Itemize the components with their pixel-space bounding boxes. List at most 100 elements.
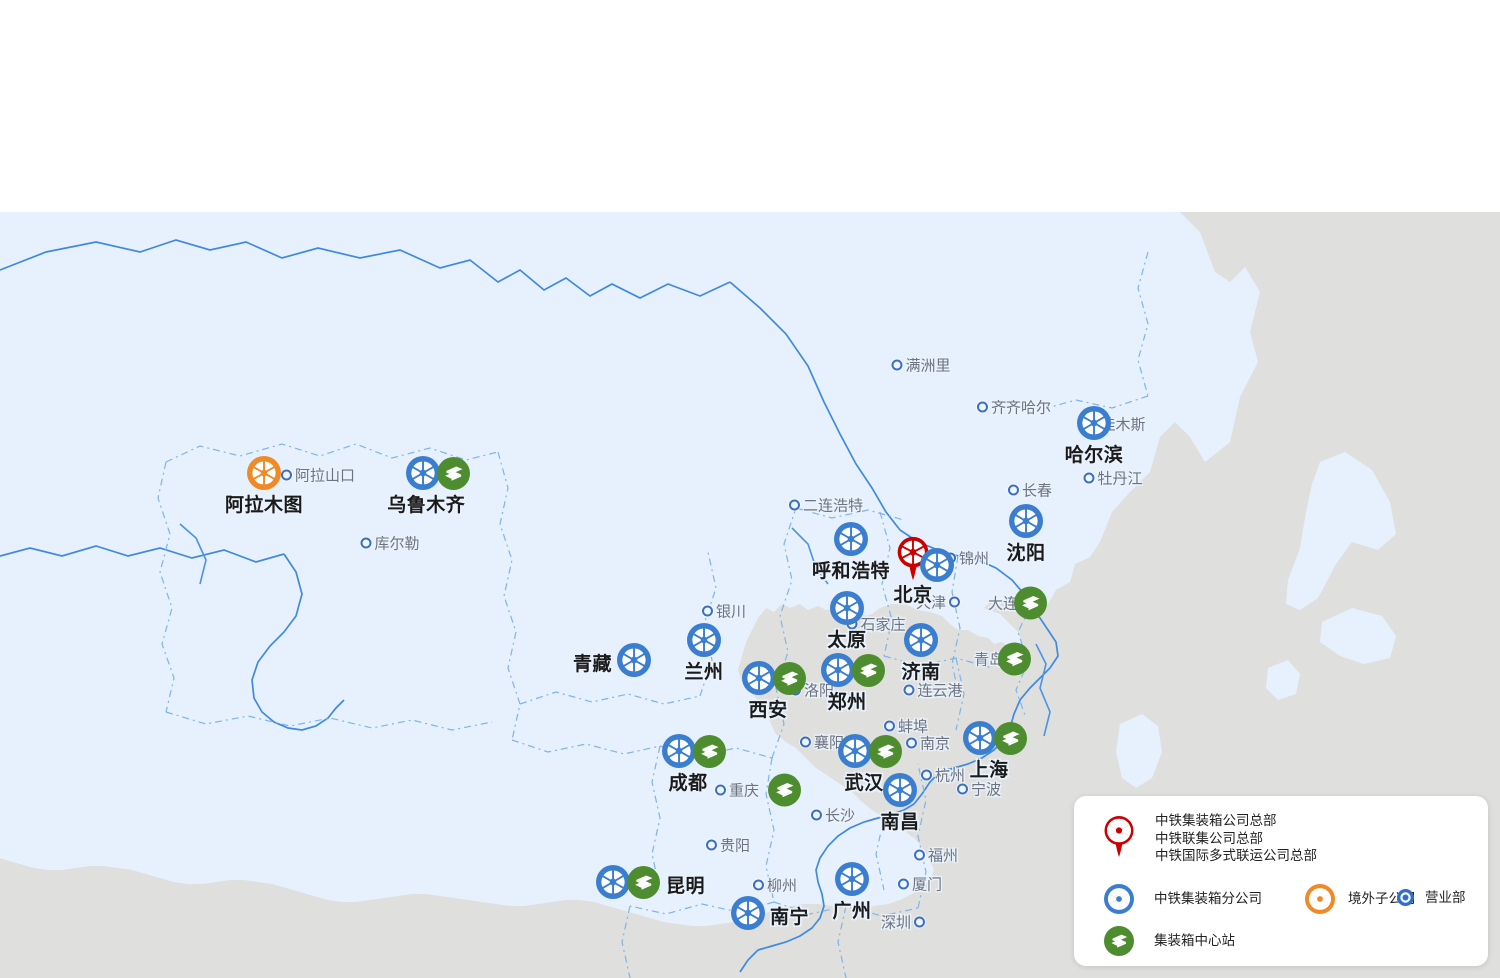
branch-circle-icon[interactable] (904, 623, 938, 657)
legend-row-headquarters[interactable]: 中铁集装箱公司总部 中铁联集公司总部 中铁国际多式联运公司总部 (1102, 812, 1317, 865)
dot-city-3[interactable]: 牡丹江 (1083, 468, 1143, 489)
branch-circle-icon[interactable] (742, 661, 776, 695)
city-marker-上海[interactable] (963, 721, 1027, 755)
city-label-沈阳: 沈阳 (1006, 543, 1046, 564)
city-marker-南昌[interactable] (883, 773, 917, 807)
city-marker-沈阳[interactable] (1009, 504, 1043, 538)
city-marker-郑州[interactable] (821, 653, 885, 687)
city-label-南宁: 南宁 (770, 907, 810, 928)
dot-city-6[interactable]: 阿拉山口 (280, 465, 356, 486)
dot-city-label: 齐齐哈尔 (990, 399, 1052, 417)
dot-city-23[interactable]: 福州 (913, 845, 958, 866)
dot-city-label: 青岛 (973, 651, 1005, 669)
city-marker-大连-中心站[interactable] (1014, 586, 1047, 620)
dot-city-label: 阿拉山口 (294, 467, 356, 485)
city-marker-昆明[interactable] (596, 865, 660, 899)
container-center-icon[interactable] (773, 661, 806, 695)
container-center-icon[interactable] (1014, 586, 1047, 620)
container-center-icon[interactable] (998, 642, 1031, 676)
branch-circle-icon[interactable] (731, 896, 765, 930)
branch-circle-icon (1104, 884, 1134, 914)
dot-city-9[interactable]: 银川 (701, 601, 746, 622)
overseas-circle-icon[interactable] (247, 456, 281, 490)
office-dot-icon (280, 469, 292, 481)
city-marker-广州[interactable] (835, 862, 869, 896)
office-dot-icon (810, 809, 822, 821)
branch-circle-icon[interactable] (1077, 406, 1111, 440)
dot-city-8[interactable]: 二连浩特 (788, 495, 863, 516)
container-center-icon[interactable] (627, 865, 660, 899)
branch-circle-icon[interactable] (1009, 504, 1043, 538)
overseas-circle-icon (1305, 884, 1335, 914)
dot-city-17[interactable]: 襄阳 (799, 732, 844, 753)
dot-city-label: 锦州 (958, 550, 990, 568)
office-dot-icon (956, 783, 968, 795)
branch-circle-icon[interactable] (406, 456, 440, 490)
dot-city-18[interactable]: 南京 (905, 733, 950, 754)
legend-row-office[interactable]: 营业部 (1397, 889, 1466, 907)
dot-city-20[interactable]: 宁波 (956, 779, 1001, 800)
dot-city-7[interactable]: 库尔勒 (360, 533, 420, 554)
city-marker-武汉[interactable] (838, 734, 902, 768)
dot-city-25[interactable]: 柳州 (752, 875, 797, 896)
branch-circle-icon[interactable] (830, 591, 864, 625)
map-canvas[interactable]: 满洲里 齐齐哈尔 佳木斯 牡丹江 长春 锦州 阿拉山口 库尔勒 二连浩特 银川 天津 大连 石家庄 青岛洛… (0, 212, 1500, 978)
city-marker-南宁[interactable] (731, 896, 765, 930)
branch-circle-icon[interactable] (963, 721, 997, 755)
container-center-icon[interactable] (693, 734, 726, 768)
container-center-icon[interactable] (437, 456, 470, 490)
dot-city-label: 洛阳 (803, 682, 835, 700)
dot-city-24[interactable]: 贵阳 (705, 835, 750, 856)
dot-city-15[interactable]: 连云港 (903, 680, 963, 701)
dot-city-0[interactable]: 满洲里 (891, 355, 951, 376)
branch-circle-icon[interactable] (687, 623, 721, 657)
city-label-乌鲁木齐: 乌鲁木齐 (387, 495, 466, 516)
city-marker-太原[interactable] (830, 591, 864, 625)
container-center-icon[interactable] (994, 721, 1027, 755)
branch-circle-icon[interactable] (835, 862, 869, 896)
container-center-icon[interactable] (768, 773, 801, 807)
office-dot-icon (903, 684, 915, 696)
branch-circle-icon[interactable] (821, 653, 855, 687)
branch-circle-icon[interactable] (662, 734, 696, 768)
dot-city-4[interactable]: 长春 (1007, 480, 1053, 501)
legend-row-center-station[interactable]: 集装箱中心站 (1104, 926, 1235, 956)
city-marker-乌鲁木齐[interactable] (406, 456, 470, 490)
dot-city-16[interactable]: 蚌埠 (883, 716, 928, 737)
branch-circle-icon[interactable] (617, 643, 651, 677)
dot-city-10[interactable]: 天津 (916, 592, 961, 613)
city-marker-青藏[interactable] (617, 643, 651, 677)
city-marker-北京[interactable] (895, 536, 931, 582)
dot-city-label: 库尔勒 (374, 535, 420, 553)
city-marker-西安[interactable] (742, 661, 806, 695)
branch-circle-icon[interactable] (920, 548, 954, 582)
dot-city-label: 长春 (1021, 482, 1053, 500)
legend-row-branch[interactable]: 中铁集装箱分公司 (1104, 884, 1262, 914)
hq-pin-icon[interactable] (895, 535, 931, 582)
container-center-icon[interactable] (869, 734, 902, 768)
branch-circle-icon[interactable] (596, 865, 630, 899)
branch-circle-icon[interactable] (834, 522, 868, 556)
city-marker-青岛-中心站[interactable] (998, 642, 1031, 676)
dot-city-22[interactable]: 长沙 (810, 805, 855, 826)
dot-city-19[interactable]: 杭州 (920, 765, 965, 786)
container-center-icon[interactable] (852, 653, 885, 687)
office-dot-icon (1007, 484, 1019, 496)
city-marker-济南[interactable] (904, 623, 938, 657)
dot-city-26[interactable]: 厦门 (897, 874, 942, 895)
city-marker-呼和浩特[interactable] (834, 522, 868, 556)
dot-city-21[interactable]: 重庆 (714, 780, 759, 801)
borders-provincial (157, 251, 1149, 978)
city-marker-阿拉木图[interactable] (247, 456, 281, 490)
city-marker-兰州[interactable] (687, 623, 721, 657)
city-marker-哈尔滨[interactable] (1077, 406, 1111, 440)
city-marker-重庆-中心站[interactable] (768, 773, 801, 807)
legend-center-station-label: 集装箱中心站 (1154, 933, 1235, 949)
branch-circle-icon[interactable] (838, 734, 872, 768)
dot-city-1[interactable]: 齐齐哈尔 (976, 397, 1052, 418)
office-dot-icon (701, 605, 713, 617)
city-marker-成都[interactable] (662, 734, 726, 768)
branch-circle-icon[interactable] (883, 773, 917, 807)
city-marker-4[interactable] (920, 548, 954, 582)
dot-city-27[interactable]: 深圳 (881, 912, 926, 933)
